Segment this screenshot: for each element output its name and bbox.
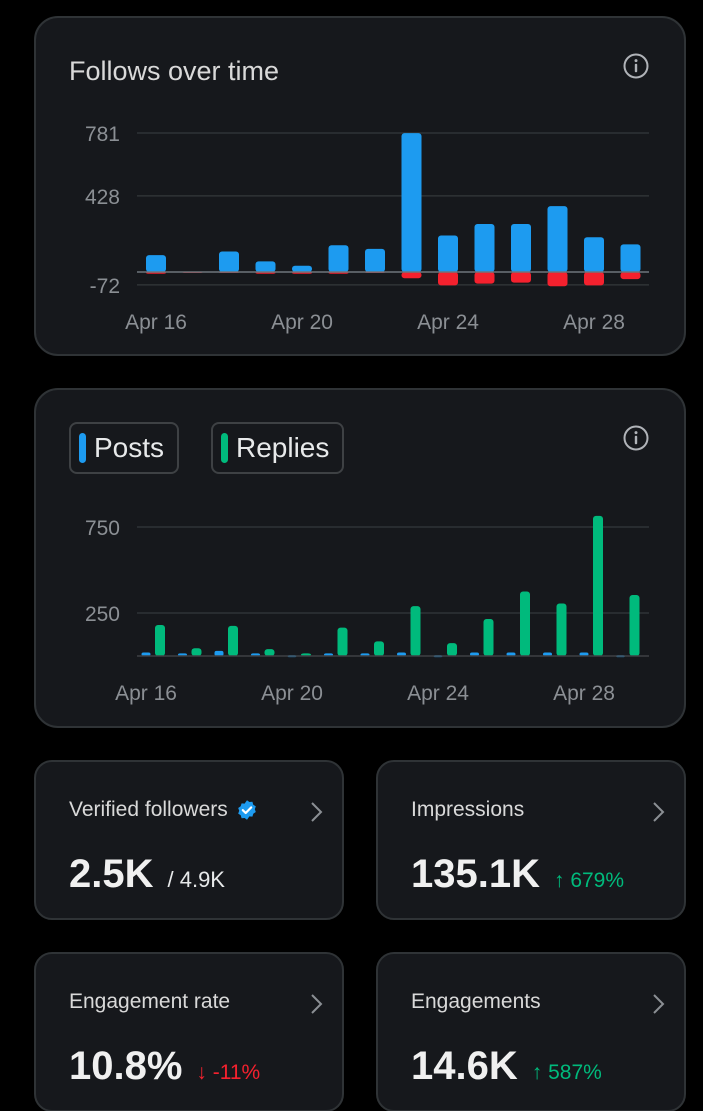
engagement-rate-value-row: 10.8% ↓ -11%: [69, 1044, 260, 1089]
replies-bar: [228, 625, 238, 656]
x-tick-label: Apr 16: [125, 311, 187, 334]
follows-gain-bar: [438, 235, 458, 272]
engagement-rate-card[interactable]: Engagement rate 10.8% ↓ -11%: [34, 952, 344, 1111]
info-icon[interactable]: [622, 52, 650, 80]
total-followers-value: / 4.9K: [167, 867, 225, 892]
engagements-change: ↑ 587%: [531, 1061, 602, 1084]
y-tick-label: 781: [85, 123, 120, 146]
verified-followers-label-row: Verified followers: [69, 798, 258, 822]
chevron-right-icon: [653, 994, 665, 1014]
engagement-rate-label: Engagement rate: [69, 990, 231, 1013]
follows-loss-bar: [438, 272, 458, 286]
x-tick-label: Apr 24: [417, 311, 479, 334]
posts-bar: [141, 652, 151, 656]
y-tick-label: 750: [85, 517, 120, 540]
engagements-label: Engagements: [411, 990, 541, 1013]
x-tick-label: Apr 16: [115, 682, 177, 705]
impressions-label: Impressions: [411, 798, 525, 821]
impressions-card[interactable]: Impressions 135.1K ↑ 679%: [376, 760, 686, 920]
follows-chart-title: Follows over time: [69, 56, 280, 86]
y-tick-label: 428: [85, 186, 120, 209]
engagement-rate-change: ↓ -11%: [196, 1061, 261, 1084]
x-tick-label: Apr 24: [407, 682, 469, 705]
posts-bar: [214, 650, 224, 656]
y-tick-label: 250: [85, 603, 120, 626]
impressions-change: ↑ 679%: [553, 869, 625, 892]
follows-gain-bar: [584, 237, 604, 272]
replies-bar: [337, 627, 348, 656]
posts-bar: [506, 652, 516, 656]
replies-bar: [520, 591, 530, 656]
follows-gain-bar: [474, 223, 495, 272]
verified-followers-label: Verified followers: [69, 798, 228, 821]
follows-loss-bar: [547, 272, 568, 287]
replies-bar: [629, 594, 640, 656]
verified-badge-icon: [237, 800, 256, 820]
follows-gain-bar: [255, 261, 276, 272]
x-tick-label: Apr 20: [271, 311, 333, 334]
follows-gain-bar: [365, 248, 385, 272]
replies-bar: [483, 619, 494, 656]
follows-gain-bar: [401, 133, 422, 272]
follows-gain-bar: [328, 245, 349, 272]
follows-gain-bar: [292, 265, 312, 272]
verified-followers-value-row: 2.5K / 4.9K: [69, 852, 225, 897]
engagements-card[interactable]: Engagements 14.6K ↑ 587%: [376, 952, 686, 1111]
follows-loss-bar: [511, 272, 531, 283]
follows-gain-bar: [511, 223, 531, 272]
x-tick-label: Apr 28: [553, 682, 615, 705]
follows-gain-bar: [146, 255, 166, 272]
x-tick-label: Apr 20: [261, 682, 323, 705]
chevron-right-icon: [311, 994, 323, 1014]
follows-gain-bar: [620, 244, 641, 272]
replies-bar: [155, 625, 165, 656]
x-tick-label: Apr 28: [563, 311, 625, 334]
chevron-right-icon: [311, 802, 323, 822]
replies-bar: [191, 648, 202, 656]
follows-loss-bar: [474, 272, 495, 284]
follows-gain-bar: [547, 206, 568, 272]
engagement-rate-value: 10.8%: [69, 1044, 183, 1088]
legend-posts-label: Posts: [94, 432, 165, 463]
follows-gain-bar: [219, 251, 239, 272]
y-tick-label: -72: [90, 275, 120, 298]
legend-posts-toggle[interactable]: Posts: [69, 422, 179, 474]
follows-loss-bar: [584, 272, 604, 286]
posts-bar: [470, 652, 479, 656]
posts-bar: [579, 652, 589, 656]
engagements-value-row: 14.6K ↑ 587%: [411, 1044, 602, 1089]
replies-bar: [374, 641, 384, 656]
info-icon[interactable]: [622, 424, 650, 452]
posts-swatch: [79, 433, 86, 463]
replies-bar: [556, 603, 567, 656]
replies-bar: [410, 606, 421, 656]
impressions-value: 135.1K: [411, 852, 540, 896]
posts-bar: [543, 652, 552, 656]
replies-bar: [593, 515, 603, 656]
posts-replies-card: Posts Replies 750 250 Apr 16 Apr 20 Apr 24 Ap…: [34, 388, 686, 728]
posts-replies-chart: 750 250 Apr 16 Apr 20 Apr 24 Apr 28: [85, 515, 649, 705]
follows-over-time-card: Follows over time 781 428 -72 Apr 16 Apr 20 A…: [34, 16, 686, 356]
follows-loss-bar: [620, 272, 641, 280]
legend-replies-toggle[interactable]: Replies: [211, 422, 344, 474]
verified-followers-value: 2.5K: [69, 852, 154, 896]
posts-bar: [397, 652, 406, 656]
follows-loss-bar: [401, 272, 422, 279]
chevron-right-icon: [653, 802, 665, 822]
engagements-value: 14.6K: [411, 1044, 518, 1088]
replies-bar: [264, 649, 275, 656]
replies-bar: [447, 643, 457, 656]
impressions-value-row: 135.1K ↑ 679%: [411, 852, 624, 897]
legend-replies-label: Replies: [236, 432, 330, 463]
replies-swatch: [221, 433, 228, 463]
verified-followers-card[interactable]: Verified followers 2.5K / 4.9K: [34, 760, 344, 920]
